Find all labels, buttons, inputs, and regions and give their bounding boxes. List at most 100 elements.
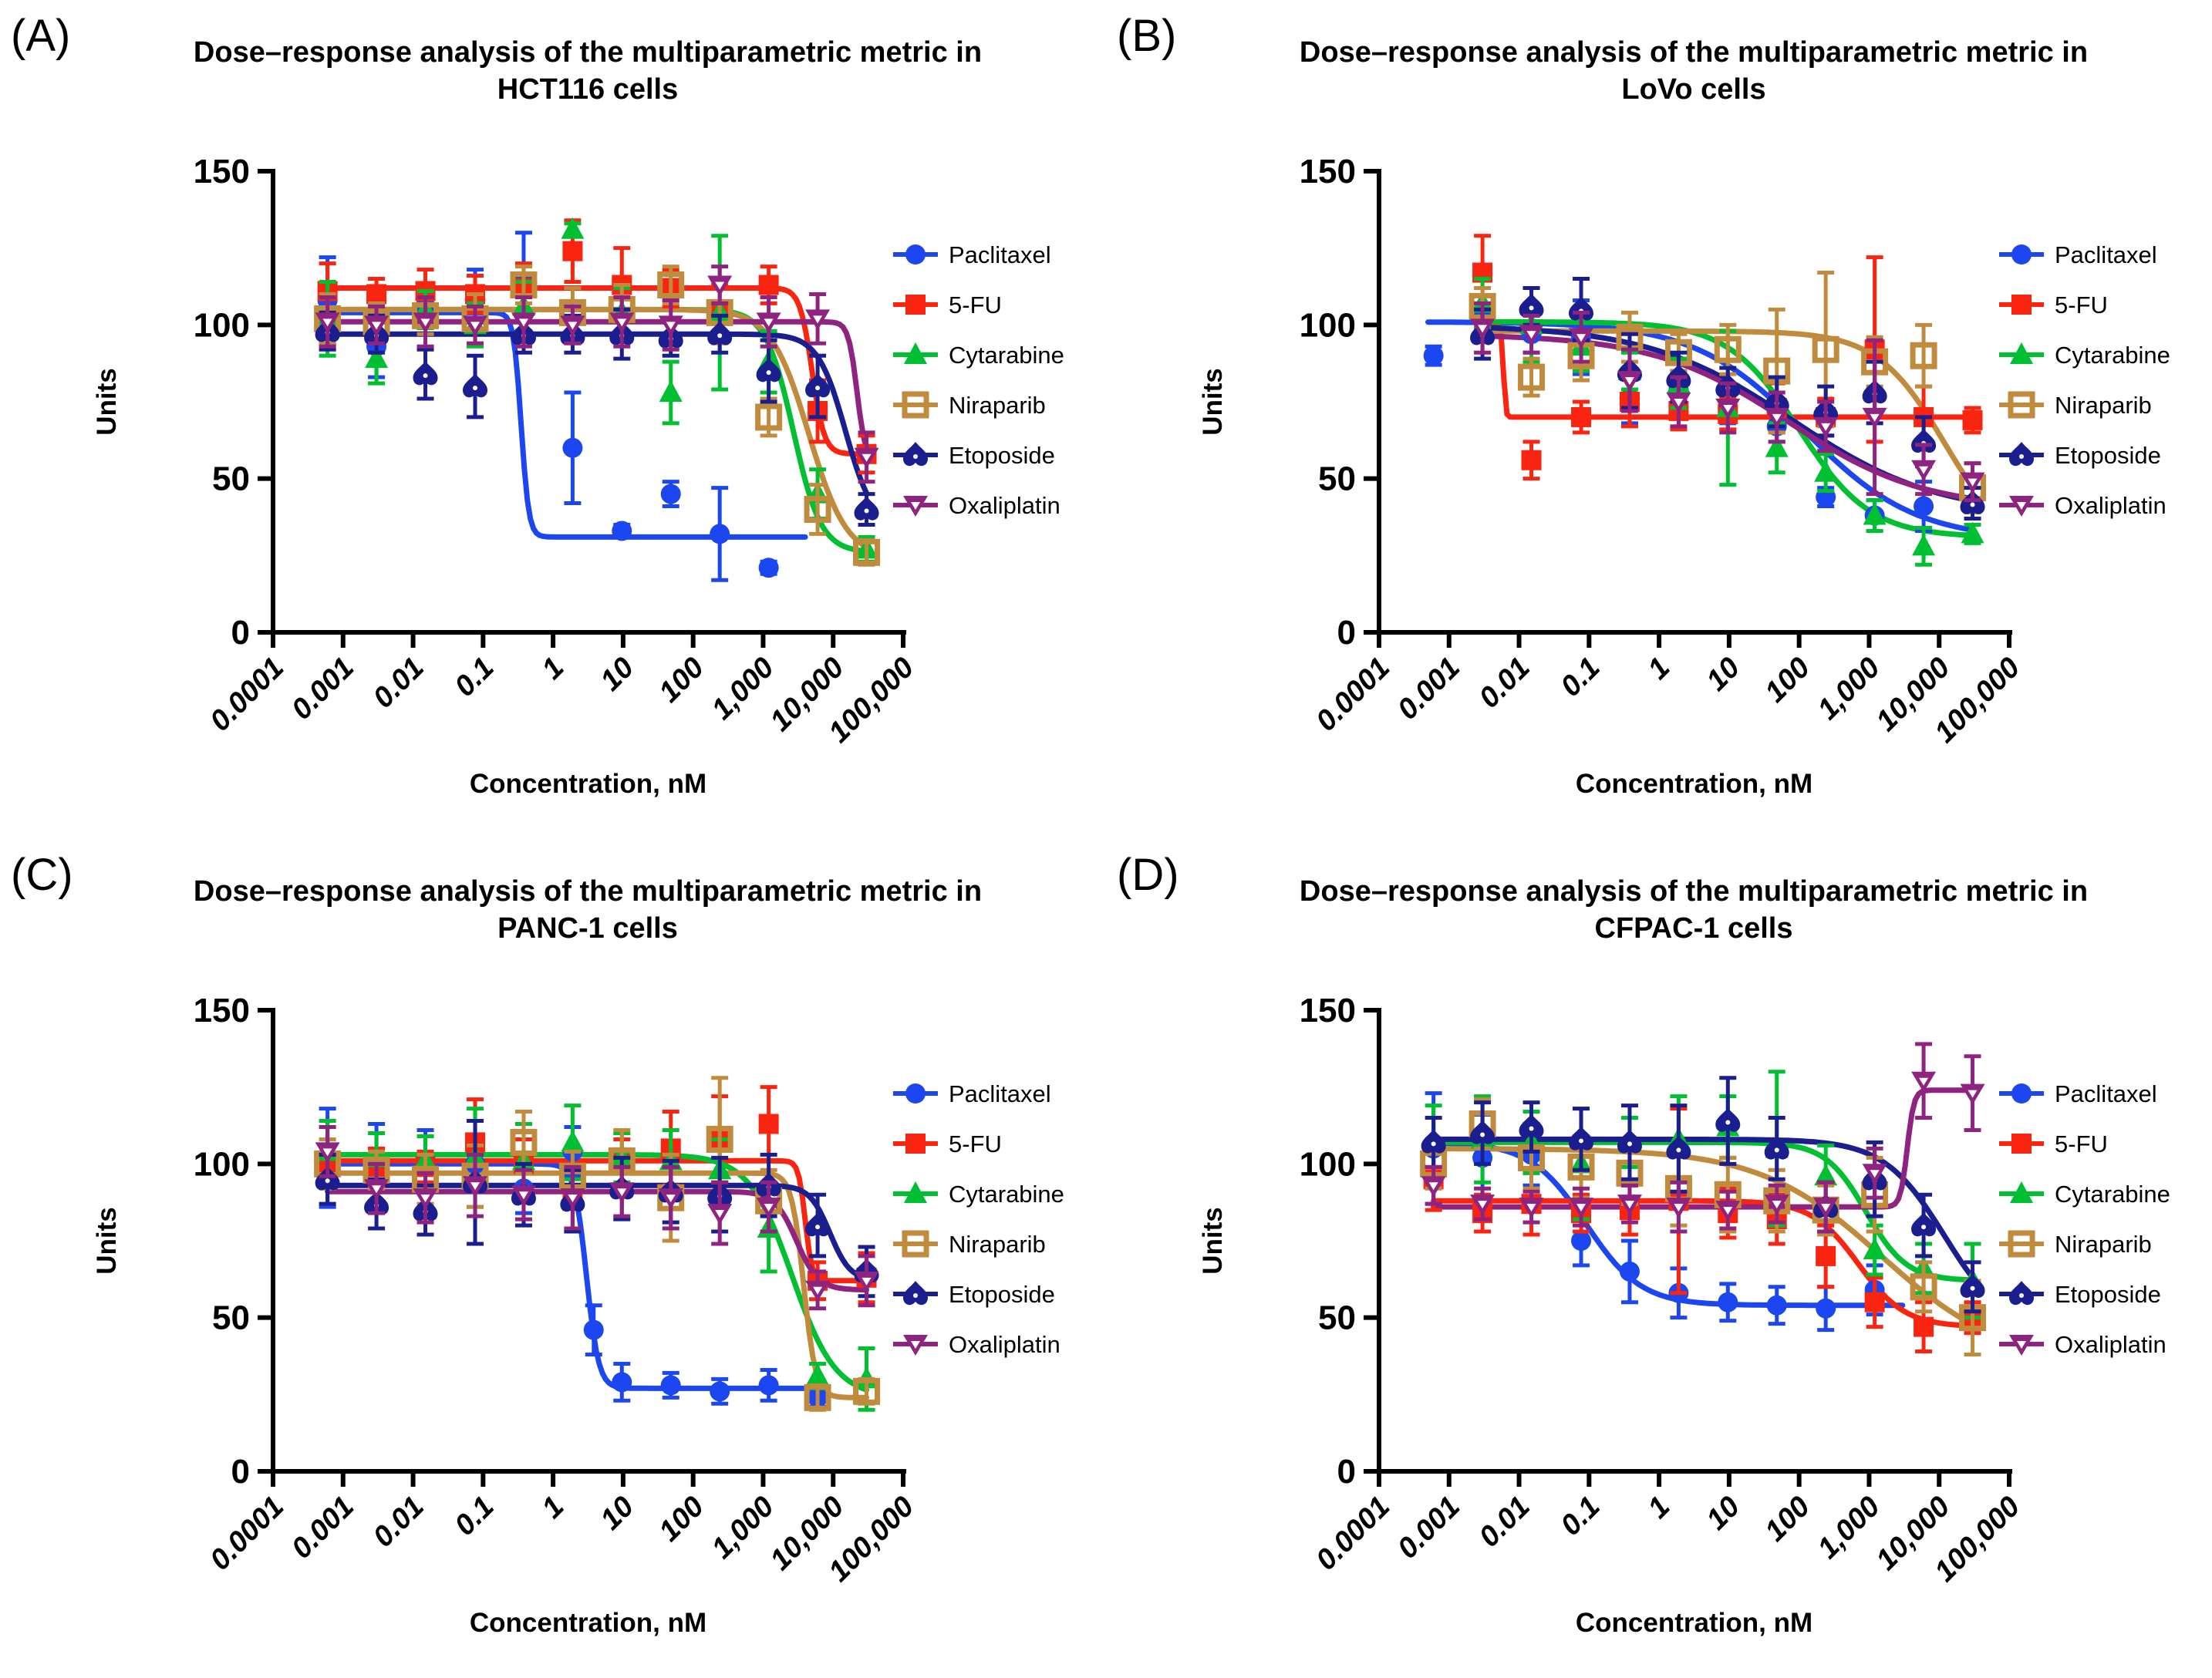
triangle-down-half-marker	[756, 1198, 781, 1219]
circle-marker	[1619, 1261, 1640, 1282]
legend-item-oxaliplatin: Oxaliplatin	[893, 492, 1060, 519]
legend-label: 5-FU	[2055, 1130, 2108, 1157]
triangle-down-half-marker	[1911, 1071, 1937, 1093]
square-marker	[905, 295, 926, 315]
square-marker	[366, 284, 387, 305]
triangle-down-half-marker	[463, 315, 488, 337]
triangle-down-half-marker	[609, 1182, 635, 1204]
circle-marker	[905, 1083, 926, 1104]
x-tick-label: 0.001	[285, 1491, 360, 1565]
chart-title-line2: LoVo cells	[1621, 73, 1765, 106]
panel-D: (D) Dose–response analysis of the multipa…	[1106, 839, 2212, 1678]
triangle-down-half-marker	[707, 1204, 733, 1225]
square-marker	[905, 1134, 926, 1154]
triangle-down-half-marker	[1617, 371, 1642, 393]
legend-item-etoposide: Etoposide	[1999, 1281, 2161, 1308]
legend-label: Cytarabine	[2055, 342, 2170, 369]
legend-item-5-fu: 5-FU	[1999, 1130, 2108, 1157]
panel-letter: (D)	[1117, 850, 1179, 900]
triangle-down-half-marker	[413, 1188, 438, 1210]
chart-title-line1: Dose–response analysis of the multiparam…	[1300, 36, 2088, 69]
legend-label: Paclitaxel	[2055, 241, 2157, 268]
legend-item-cytarabine: Cytarabine	[1999, 342, 2170, 369]
triangle-down-half-marker	[1715, 1201, 1741, 1222]
square-marker	[1571, 406, 1592, 427]
y-tick-label: 0	[231, 1453, 250, 1491]
triangle-down-half-marker	[1421, 1176, 1446, 1198]
triangle-down-half-marker	[560, 315, 585, 337]
circle-marker	[2011, 1083, 2032, 1104]
triangle-up-marker	[365, 346, 389, 369]
spade-marker	[903, 442, 928, 467]
triangle-down-half-marker	[854, 447, 879, 469]
circle-marker	[758, 1375, 779, 1396]
triangle-down-half-marker	[364, 315, 389, 337]
circle-marker	[1766, 1295, 1787, 1316]
y-tick-label: 50	[1318, 460, 1356, 498]
spade-marker	[413, 361, 438, 386]
triangle-up-marker	[659, 380, 683, 403]
y-tick-label: 50	[212, 1299, 250, 1337]
x-axis-label: Concentration, nM	[1576, 769, 1812, 799]
y-tick-label: 150	[194, 153, 250, 190]
open-square-marker	[853, 538, 881, 566]
legend: Paclitaxel 5-FU Cytarabine Niraparib Etoposi…	[1999, 241, 2170, 519]
circle-marker	[1423, 345, 1444, 366]
legend-label: Paclitaxel	[949, 241, 1051, 268]
open-square-marker	[902, 391, 929, 419]
spade-marker	[1911, 1212, 1937, 1237]
x-tick-label: 1	[1642, 1491, 1677, 1525]
series-oxaliplatin	[1470, 301, 1985, 503]
legend-label: Oxaliplatin	[2055, 1331, 2166, 1358]
triangle-down-half-marker	[609, 312, 635, 334]
spade-marker	[1960, 490, 1985, 514]
fit-curve-oxaliplatin	[325, 318, 869, 452]
fit-curve-oxaliplatin	[325, 1188, 869, 1293]
legend-item-5-fu: 5-FU	[893, 291, 1002, 318]
legend-item-cytarabine: Cytarabine	[1999, 1181, 2170, 1208]
x-axis-label: Concentration, nM	[1576, 1608, 1812, 1638]
square-marker	[1816, 1245, 1836, 1266]
open-square-marker	[1910, 342, 1937, 369]
triangle-down-half-marker	[463, 1176, 488, 1198]
fit-curve-niraparib	[325, 306, 869, 550]
fit-curve-etoposide	[1431, 1136, 1975, 1281]
spade-marker	[805, 1212, 831, 1237]
triangle-up-marker	[904, 1181, 927, 1203]
legend-item-cytarabine: Cytarabine	[893, 1181, 1064, 1208]
fit-curves	[1425, 318, 1975, 538]
triangle-up-marker	[806, 1363, 830, 1386]
circle-marker	[758, 558, 779, 578]
triangle-up-marker	[1863, 1237, 1887, 1259]
legend-label: Etoposide	[949, 1281, 1055, 1308]
series-oxaliplatin	[315, 265, 879, 484]
legend-item-paclitaxel: Paclitaxel	[1999, 241, 2157, 268]
legend-item-5-fu: 5-FU	[1999, 291, 2108, 318]
open-square-marker	[804, 496, 831, 524]
fit-curve-cytarabine	[325, 306, 869, 554]
open-square-marker	[2008, 1230, 2035, 1258]
fit-curve-cytarabine	[1431, 1139, 1975, 1283]
panel-C: (C) Dose–response analysis of the multipa…	[0, 839, 1106, 1678]
triangle-up-marker	[2010, 1181, 2033, 1203]
x-tick-label: 0.1	[1555, 652, 1607, 703]
data-points	[314, 217, 881, 582]
triangle-down-half-marker	[1911, 460, 1937, 481]
circle-marker	[1571, 1231, 1592, 1251]
triangle-up-marker	[1961, 521, 1984, 544]
spade-marker	[1715, 1107, 1741, 1132]
y-tick-label: 0	[231, 614, 250, 652]
chart-title-line2: PANC-1 cells	[497, 912, 678, 945]
triangle-down-half-marker	[1470, 1194, 1495, 1216]
x-tick-label: 0.01	[367, 1491, 430, 1554]
triangle-down-half-marker	[315, 312, 340, 334]
legend-item-niraparib: Niraparib	[1999, 1230, 2152, 1258]
data-points	[1423, 234, 1987, 567]
triangle-down-half-marker	[1960, 472, 1985, 494]
chart-title-line1: Dose–response analysis of the multiparam…	[194, 36, 982, 69]
legend-label: Cytarabine	[949, 342, 1064, 369]
legend-item-etoposide: Etoposide	[893, 442, 1055, 469]
x-tick-label: 10	[595, 652, 641, 698]
chart-title-line2: HCT116 cells	[497, 73, 678, 106]
y-tick-label: 150	[1300, 153, 1356, 190]
